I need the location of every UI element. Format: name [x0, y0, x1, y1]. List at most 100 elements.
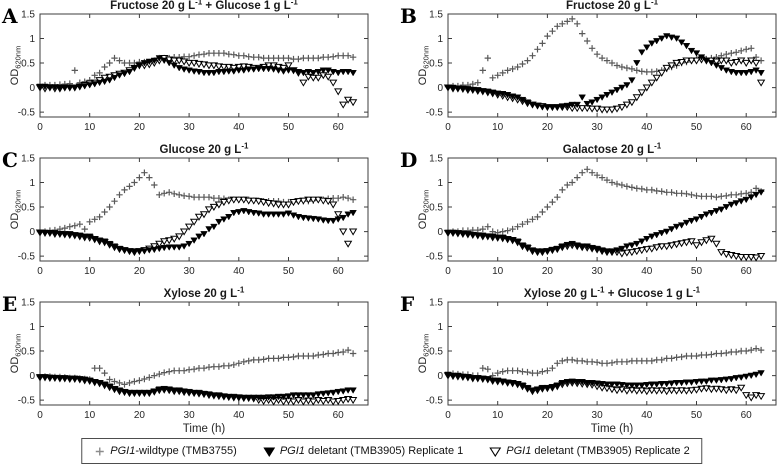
y-tick-label: 1	[437, 178, 443, 189]
y-tick-label: -0.5	[18, 396, 36, 407]
y-tick-label: 0	[29, 83, 35, 94]
y-tick-label: -0.5	[18, 108, 36, 119]
x-tick-label: 60	[333, 410, 345, 421]
y-tick-label: -0.5	[426, 396, 444, 407]
x-tick-label: 0	[445, 410, 451, 421]
x-tick-label: 40	[641, 266, 653, 277]
panel-letter-E: E	[2, 292, 17, 316]
axis-box	[447, 157, 777, 262]
y-tick-label: 1.5	[21, 154, 35, 165]
y-tick-label: 0	[437, 227, 443, 238]
panel-title: Glucose 20 g L-1	[160, 142, 249, 157]
y-tick-label: 1.5	[21, 298, 35, 309]
x-tick-label: 10	[492, 410, 504, 421]
y-tick-label: -0.5	[18, 252, 36, 263]
panel-letter-B: B	[400, 4, 417, 28]
y-tick-label: 1	[437, 322, 443, 333]
series-filled-triangle-down	[36, 55, 357, 92]
legend-entry-deletant-rep2: PGI1 deletant (TMB3905) Replicate 2	[489, 445, 690, 457]
plus-marker-icon	[95, 447, 104, 455]
x-tick-label: 30	[184, 410, 196, 421]
x-tick-label: 10	[84, 266, 96, 277]
x-tick-label: 60	[741, 410, 753, 421]
y-tick-label: 1	[29, 322, 35, 333]
y-tick-label: 0	[437, 371, 443, 382]
x-tick-label: 10	[84, 410, 96, 421]
x-tick-label: 40	[233, 122, 245, 133]
axis-box	[447, 13, 777, 118]
y-tick-label: 0.5	[429, 347, 443, 358]
x-tick-label: 50	[283, 410, 295, 421]
x-tick-label: 60	[741, 266, 753, 277]
panel-title: Xylose 20 g L-1	[164, 286, 245, 301]
axis-box	[39, 13, 369, 118]
x-tick-label: 0	[445, 122, 451, 133]
y-tick-label: 1.5	[429, 154, 443, 165]
legend-label-rep1-gene: PGI1	[279, 445, 305, 457]
series-filled-triangle-down	[444, 189, 765, 255]
y-tick-label: 1.5	[429, 298, 443, 309]
x-tick-label: 60	[333, 122, 345, 133]
x-tick-label: 40	[641, 122, 653, 133]
y-axis-label: OD620nm	[9, 190, 23, 229]
y-axis-label: OD620nm	[417, 46, 431, 85]
x-tick-label: 0	[37, 122, 43, 133]
y-tick-label: 0	[29, 227, 35, 238]
x-tick-label: 20	[134, 122, 146, 133]
series-filled-triangle-down	[36, 208, 357, 255]
y-tick-label: 1.5	[429, 10, 443, 21]
series-plus	[444, 345, 765, 379]
y-tick-label: 0.5	[429, 203, 443, 214]
x-tick-label: 40	[233, 410, 245, 421]
x-tick-label: 0	[37, 266, 43, 277]
x-tick-label: 50	[283, 266, 295, 277]
panel-letter-C: C	[2, 148, 18, 172]
x-tick-label: 20	[134, 266, 146, 277]
y-axis-label: OD620nm	[417, 334, 431, 373]
x-tick-label: 0	[445, 266, 451, 277]
x-tick-label: 50	[283, 122, 295, 133]
legend-label-rep2-gene: PGI1	[506, 445, 532, 457]
y-axis-label: OD620nm	[9, 46, 23, 85]
y-tick-label: -0.5	[426, 108, 444, 119]
series-plus	[444, 166, 765, 236]
legend-label-wildtype-rest: -wildtype (TMB3755)	[135, 445, 237, 457]
series-open-triangle-down	[443, 372, 766, 402]
panel-letter-D: D	[400, 148, 417, 172]
legend-entry-wildtype: PGI1-wildtype (TMB3755)	[94, 445, 237, 457]
x-tick-label: 50	[691, 410, 703, 421]
open-triangle-down-icon	[489, 446, 502, 457]
series-plus	[444, 15, 765, 90]
y-tick-label: 1.5	[21, 10, 35, 21]
x-tick-label: 30	[592, 266, 604, 277]
y-axis-label: OD620nm	[9, 334, 23, 373]
y-axis-label: OD620nm	[417, 190, 431, 229]
x-tick-label: 60	[741, 122, 753, 133]
y-tick-label: 0.5	[21, 203, 35, 214]
y-tick-label: 1	[437, 34, 443, 45]
axis-box	[39, 301, 369, 406]
x-tick-label: 20	[542, 122, 554, 133]
legend: PGI1-wildtype (TMB3755) PGI1 deletant (T…	[81, 438, 703, 464]
y-tick-label: -0.5	[426, 252, 444, 263]
legend-label-wildtype: PGI1-wildtype (TMB3755)	[110, 445, 237, 457]
legend-label-rep2: PGI1 deletant (TMB3905) Replicate 2	[506, 445, 689, 457]
y-tick-label: 0.5	[429, 59, 443, 70]
legend-entry-deletant-rep1: PGI1 deletant (TMB3905) Replicate 1	[262, 445, 463, 457]
x-tick-label: 30	[592, 410, 604, 421]
y-tick-label: 1	[29, 178, 35, 189]
x-tick-label: 60	[333, 266, 345, 277]
series-filled-triangle-down	[444, 370, 765, 394]
x-tick-label: 40	[641, 410, 653, 421]
panel-title: Xylose 20 g L-1 + Glucose 1 g L-1	[524, 286, 701, 301]
filled-triangle-down-icon	[262, 447, 275, 457]
panel-title: Galactose 20 g L-1	[563, 142, 662, 157]
x-tick-label: 10	[492, 266, 504, 277]
